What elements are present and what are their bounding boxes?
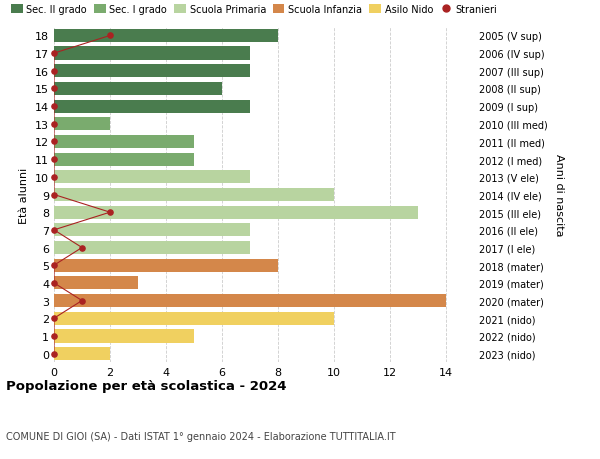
Bar: [54, 83, 222, 96]
Point: [49, 315, 59, 322]
Point: [77, 244, 87, 252]
Point: [49, 103, 59, 111]
Bar: [54, 259, 278, 272]
Point: [49, 227, 59, 234]
Bar: [54, 171, 250, 184]
Bar: [54, 206, 418, 219]
Y-axis label: Età alunni: Età alunni: [19, 167, 29, 223]
Bar: [54, 153, 194, 167]
Point: [49, 85, 59, 93]
Bar: [54, 118, 110, 131]
Point: [49, 262, 59, 269]
Legend: Sec. II grado, Sec. I grado, Scuola Primaria, Scuola Infanzia, Asilo Nido, Stran: Sec. II grado, Sec. I grado, Scuola Prim…: [11, 5, 497, 15]
Bar: [54, 241, 250, 255]
Bar: [54, 347, 110, 360]
Bar: [54, 294, 446, 308]
Point: [77, 297, 87, 305]
Bar: [54, 47, 250, 61]
Point: [49, 50, 59, 58]
Point: [49, 121, 59, 128]
Text: COMUNE DI GIOI (SA) - Dati ISTAT 1° gennaio 2024 - Elaborazione TUTTITALIA.IT: COMUNE DI GIOI (SA) - Dati ISTAT 1° genn…: [6, 431, 395, 441]
Point: [49, 174, 59, 181]
Bar: [54, 135, 194, 149]
Point: [49, 191, 59, 199]
Point: [105, 33, 115, 40]
Bar: [54, 312, 334, 325]
Point: [105, 209, 115, 216]
Point: [49, 280, 59, 287]
Point: [49, 156, 59, 163]
Bar: [54, 224, 250, 237]
Bar: [54, 100, 250, 113]
Point: [49, 350, 59, 358]
Y-axis label: Anni di nascita: Anni di nascita: [554, 154, 564, 236]
Bar: [54, 189, 334, 202]
Point: [49, 68, 59, 75]
Point: [49, 139, 59, 146]
Bar: [54, 330, 194, 343]
Bar: [54, 277, 138, 290]
Bar: [54, 30, 278, 43]
Text: Popolazione per età scolastica - 2024: Popolazione per età scolastica - 2024: [6, 380, 287, 392]
Bar: [54, 65, 250, 78]
Point: [49, 332, 59, 340]
